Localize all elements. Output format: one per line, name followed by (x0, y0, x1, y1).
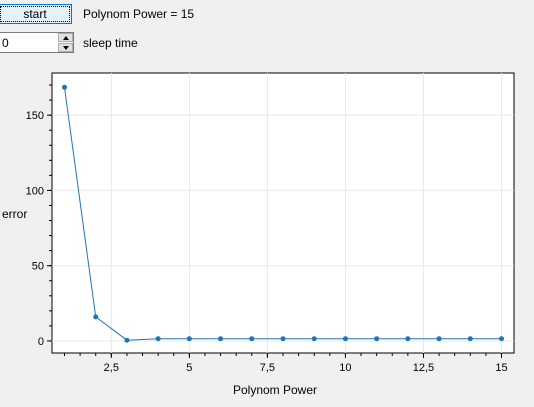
data-point-12 (436, 336, 442, 342)
data-points (61, 84, 505, 343)
data-point-11 (405, 336, 411, 342)
spin-down-button[interactable] (58, 43, 73, 52)
grid-lines (52, 73, 514, 353)
x-tick-label: 5 (186, 362, 192, 374)
data-point-3 (155, 336, 161, 342)
arrow-down-icon (63, 46, 69, 50)
x-tick-label: 2,5 (104, 362, 119, 374)
data-point-2 (124, 337, 130, 343)
sleep-time-value[interactable]: 0 (2, 36, 9, 50)
spin-up-button[interactable] (58, 33, 73, 42)
data-point-10 (374, 336, 380, 342)
data-point-8 (311, 336, 317, 342)
y-tick-label: 50 (32, 261, 44, 273)
data-point-4 (186, 336, 192, 342)
x-tick-label: 7,5 (260, 362, 275, 374)
y-tick-label: 0 (38, 336, 44, 348)
x-tick-label: 12,5 (413, 362, 434, 374)
arrow-up-icon (63, 36, 69, 40)
y-axis-label: error (2, 207, 27, 221)
data-point-0 (61, 84, 67, 90)
start-button[interactable]: start (0, 4, 72, 24)
y-tick-label: 100 (26, 185, 44, 197)
data-point-7 (280, 336, 286, 342)
data-point-1 (93, 314, 99, 320)
data-point-5 (218, 336, 224, 342)
sleep-time-spinner[interactable]: 0 (0, 32, 74, 53)
data-point-9 (342, 336, 348, 342)
plot-area (51, 72, 515, 354)
data-point-14 (499, 336, 505, 342)
x-tick-label: 15 (495, 362, 507, 374)
x-axis-label: Polynom Power (233, 383, 317, 397)
data-point-6 (249, 336, 255, 342)
x-tick-label: 10 (339, 362, 351, 374)
data-point-13 (467, 336, 473, 342)
y-tick-label: 150 (26, 110, 44, 122)
sleep-time-label: sleep time (83, 36, 138, 50)
polynom-power-label: Polynom Power = 15 (83, 7, 195, 21)
